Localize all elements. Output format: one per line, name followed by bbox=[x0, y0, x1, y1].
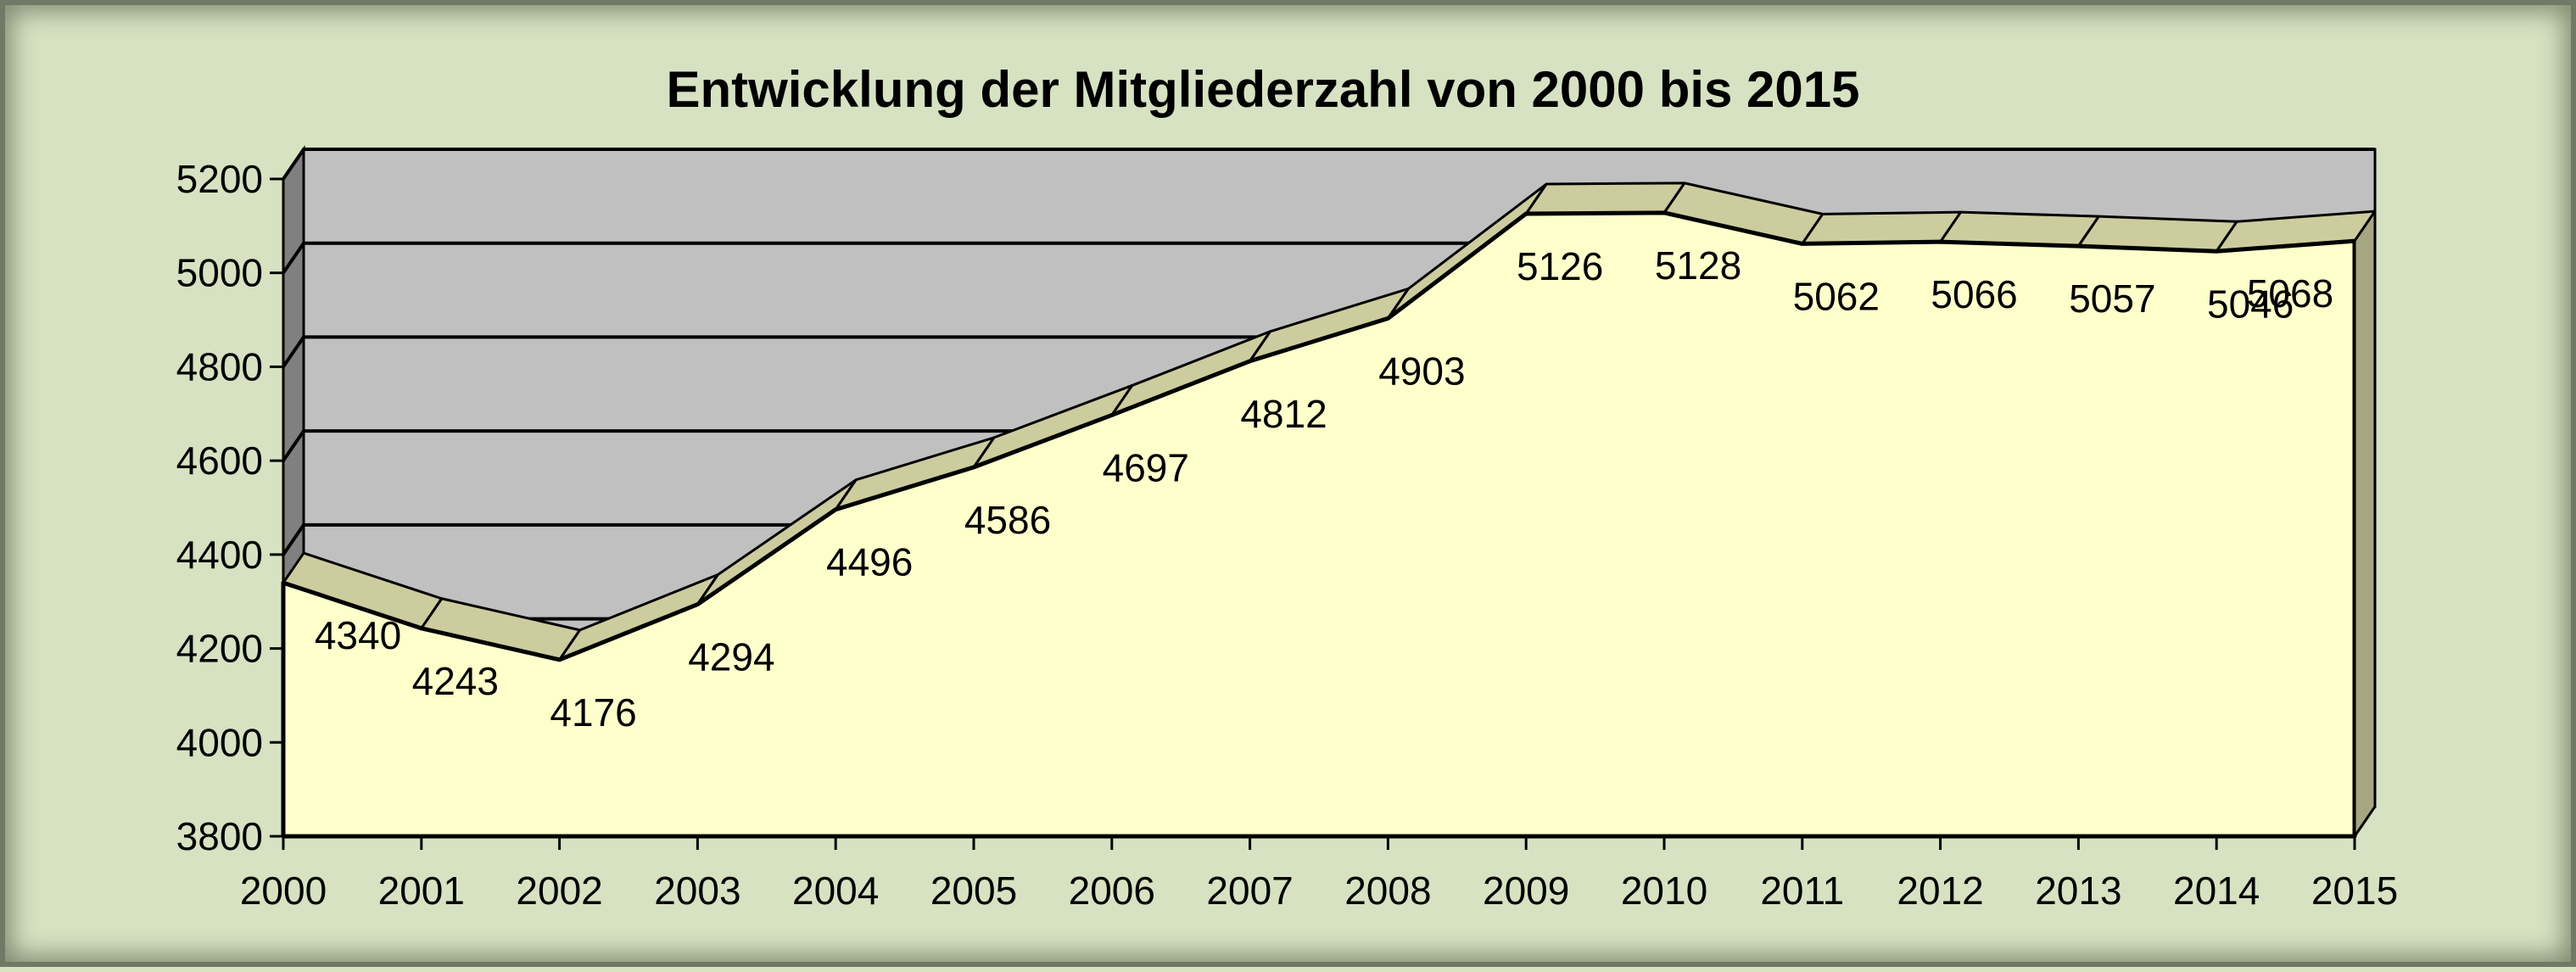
area-series bbox=[281, 182, 2377, 841]
x-tick-label: 2014 bbox=[2173, 869, 2260, 913]
x-tick-label: 2009 bbox=[1483, 869, 1569, 913]
x-tick-label: 2006 bbox=[1069, 869, 1155, 913]
y-tick-label: 4200 bbox=[176, 627, 263, 671]
area-top-ribbon-segment bbox=[1524, 182, 1686, 215]
x-tick-label: 2012 bbox=[1897, 869, 1983, 913]
y-tick-label: 5000 bbox=[176, 251, 263, 295]
y-tick-label: 5200 bbox=[176, 157, 263, 201]
data-label: 5128 bbox=[1655, 243, 1741, 288]
data-label: 5066 bbox=[1931, 272, 2017, 316]
x-tick-label: 2004 bbox=[792, 869, 879, 913]
data-label: 4903 bbox=[1378, 349, 1465, 393]
data-label: 4496 bbox=[826, 540, 913, 584]
data-label: 5062 bbox=[1793, 274, 1880, 318]
data-label: 4243 bbox=[412, 659, 499, 703]
chart-svg: Entwicklung der Mitgliederzahl von 2000 … bbox=[176, 61, 2399, 913]
data-label: 4697 bbox=[1103, 445, 1189, 489]
x-tick-label: 2008 bbox=[1344, 869, 1431, 913]
data-label: 5057 bbox=[2069, 277, 2155, 321]
data-label: 4294 bbox=[688, 635, 774, 679]
x-tick-label: 2007 bbox=[1206, 869, 1293, 913]
gridline bbox=[282, 148, 2375, 181]
y-tick-label: 3800 bbox=[176, 814, 263, 858]
axes: 3800 4000 4200 4400 4600 4800 5000 5200 2000 2001… bbox=[176, 157, 2399, 913]
chart-title: Entwicklung der Mitgliederzahl von 2000 … bbox=[666, 61, 1859, 118]
x-tick-label: 2002 bbox=[516, 869, 602, 913]
y-tick-label: 4400 bbox=[176, 533, 263, 577]
data-label: 4812 bbox=[1240, 392, 1327, 436]
x-tick-label: 2010 bbox=[1621, 869, 1707, 913]
y-tick-label: 4000 bbox=[176, 720, 263, 764]
data-label: 5126 bbox=[1517, 244, 1603, 288]
data-label: 4586 bbox=[964, 498, 1051, 542]
area-top-ribbon-segment bbox=[1801, 210, 1963, 245]
y-tick-label: 4600 bbox=[176, 439, 263, 483]
area-right-side-face bbox=[2353, 207, 2377, 841]
x-tick-label: 2005 bbox=[930, 869, 1017, 913]
x-tick-label: 2001 bbox=[378, 869, 465, 913]
data-label: 5046 bbox=[2207, 282, 2294, 326]
data-label: 5068 bbox=[2247, 271, 2333, 316]
x-tick-label: 2013 bbox=[2035, 869, 2121, 913]
y-tick-label: 4800 bbox=[176, 344, 263, 388]
x-tick-label: 2000 bbox=[240, 869, 327, 913]
x-tick-label: 2015 bbox=[2311, 869, 2398, 913]
data-label: 4176 bbox=[550, 690, 636, 735]
data-label: 4340 bbox=[315, 613, 401, 657]
x-tick-label: 2003 bbox=[654, 869, 740, 913]
area-front-face bbox=[281, 210, 2357, 839]
x-tick-label: 2011 bbox=[1760, 869, 1844, 913]
